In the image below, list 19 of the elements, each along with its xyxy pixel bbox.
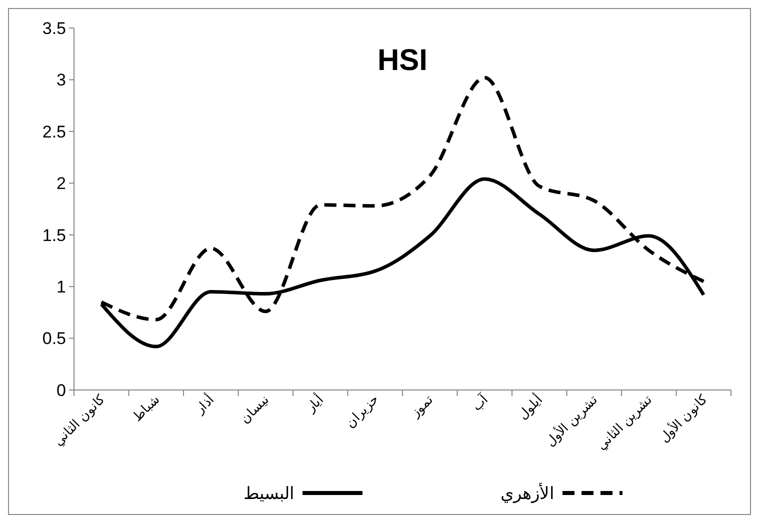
x-tick-label: تموز xyxy=(407,392,437,422)
y-tick-label: 3.5 xyxy=(42,18,66,38)
y-tick-label: 1.5 xyxy=(42,226,66,245)
x-tick-label: نيسان xyxy=(237,392,272,426)
x-tick-label: شباط xyxy=(130,392,162,424)
legend-label: البسيط xyxy=(244,484,294,503)
y-tick-label: 0 xyxy=(56,380,66,400)
legend-label: الأزهري xyxy=(500,482,554,504)
x-tick-label: حزيران xyxy=(342,392,382,432)
y-tick-label: 1 xyxy=(56,278,66,297)
y-tick-label: 2.5 xyxy=(42,122,66,142)
x-tick-label: آب xyxy=(468,390,492,414)
x-tick-label: أذار xyxy=(190,390,218,418)
y-tick-label: 0.5 xyxy=(42,329,66,348)
y-tick-label: 2 xyxy=(56,174,66,194)
y-tick-label: 3 xyxy=(56,70,66,90)
x-tick-label: أيار xyxy=(302,390,328,416)
text: HSI xyxy=(377,44,428,77)
x-tick-label: كانون الأول xyxy=(656,390,712,446)
